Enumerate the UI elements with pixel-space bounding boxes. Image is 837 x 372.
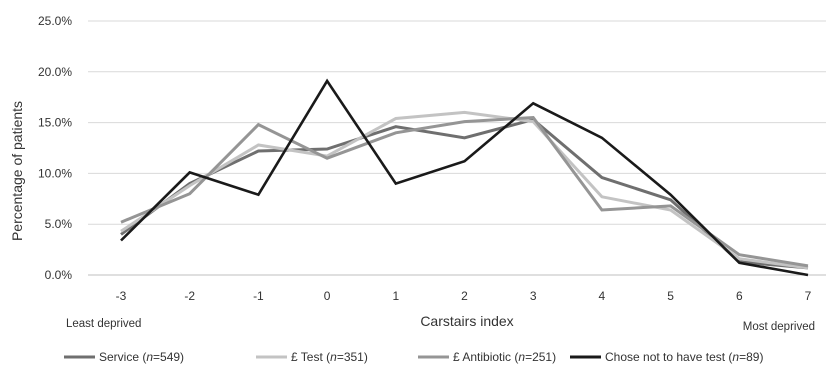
series-line bbox=[120, 110, 809, 270]
series-lines bbox=[120, 78, 809, 277]
x-axis-tick-labels: -3 -2 -1 0 1 2 3 4 5 6 7 bbox=[116, 289, 812, 303]
x-tick-label: 5 bbox=[667, 289, 674, 303]
legend-label: £ Test (n=351) bbox=[291, 350, 368, 364]
least-deprived-note: Least deprived bbox=[66, 318, 141, 330]
x-tick-label: -3 bbox=[116, 289, 127, 303]
legend-label: £ Antibiotic (n=251) bbox=[453, 350, 556, 364]
series-line bbox=[120, 115, 809, 268]
x-tick-label: 7 bbox=[805, 289, 812, 303]
y-tick-label: 20.0% bbox=[38, 65, 72, 79]
y-tick-label: 5.0% bbox=[45, 217, 73, 231]
y-tick-label: 0.0% bbox=[45, 268, 73, 282]
x-tick-label: -1 bbox=[253, 289, 264, 303]
series-line bbox=[120, 78, 809, 277]
x-tick-label: 2 bbox=[461, 289, 468, 303]
x-tick-label: 3 bbox=[530, 289, 537, 303]
most-deprived-note: Most deprived bbox=[743, 321, 815, 333]
legend-label: Service (n=549) bbox=[99, 350, 184, 364]
x-tick-label: 4 bbox=[599, 289, 606, 303]
y-tick-label: 10.0% bbox=[38, 166, 72, 180]
legend-label: Chose not to have test (n=89) bbox=[605, 350, 763, 364]
x-tick-label: 6 bbox=[736, 289, 743, 303]
x-tick-label: 0 bbox=[324, 289, 331, 303]
legend: Service (n=549) £ Test (n=351) £ Antibioti… bbox=[64, 350, 763, 364]
y-axis-tick-labels: 0.0% 5.0% 10.0% 15.0% 20.0% 25.0% bbox=[38, 14, 72, 282]
x-tick-label: -2 bbox=[184, 289, 195, 303]
y-axis-title: Percentage of patients bbox=[9, 101, 25, 241]
x-axis-title: Carstairs index bbox=[420, 313, 513, 329]
y-tick-label: 25.0% bbox=[38, 14, 72, 28]
series-line bbox=[120, 117, 809, 270]
y-tick-label: 15.0% bbox=[38, 116, 72, 130]
x-tick-label: 1 bbox=[392, 289, 399, 303]
